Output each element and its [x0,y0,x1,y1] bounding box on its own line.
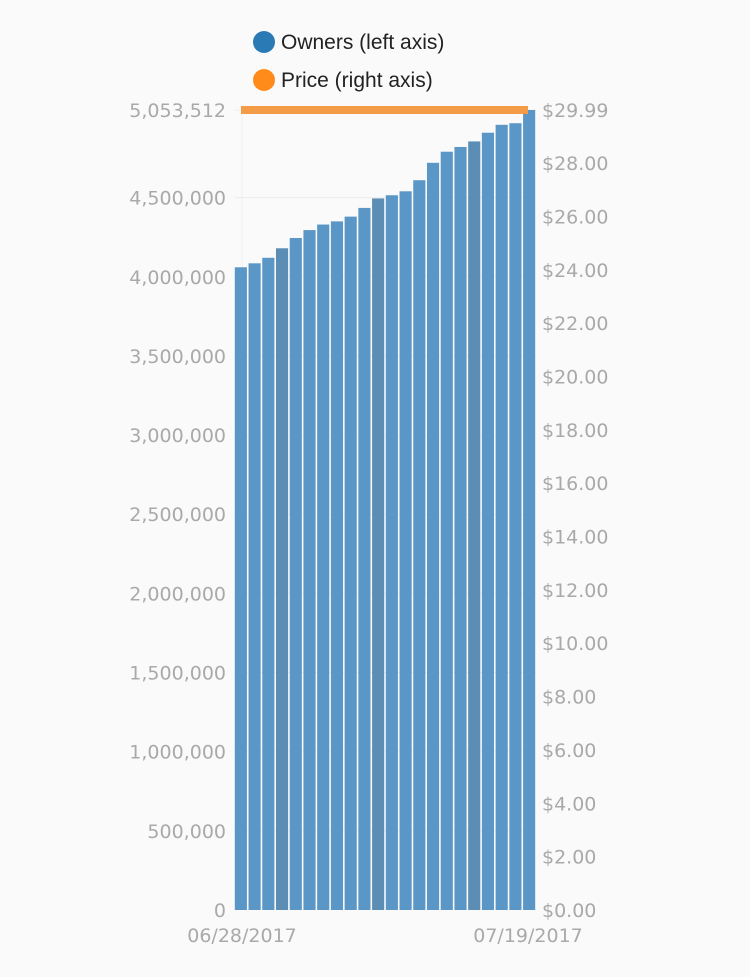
legend-marker-owners [253,31,275,53]
left-tick-label-6: 3,000,000 [129,425,226,447]
owners-bar-07/08/2017[interactable] [372,198,385,911]
right-tick-label-7: $14.00 [542,527,608,549]
owners-bar-07/19/2017[interactable] [523,110,536,910]
x-tick-label-first: 06/28/2017 [187,925,297,947]
owners-bar-07/06/2017[interactable] [344,216,357,910]
owners-bar-07/13/2017[interactable] [440,151,453,911]
left-tick-label-0: 0 [214,900,226,922]
right-tick-label-2: $4.00 [542,793,596,815]
left-tick-label-3: 1,500,000 [129,663,226,685]
left-tick-label-9: 4,500,000 [129,188,226,210]
owners-bar-07/11/2017[interactable] [413,180,426,910]
owners-bar-07/05/2017[interactable] [330,221,344,910]
left-tick-label-2: 1,000,000 [129,742,226,764]
legend-label-owners: Owners (left axis) [281,31,444,54]
owners-bar-06/30/2017[interactable] [262,257,275,910]
right-tick-label-10: $20.00 [542,366,608,388]
legend: Owners (left axis) Price (right axis) [253,31,444,92]
owners-bar-07/04/2017[interactable] [317,224,330,911]
owners-bar-07/18/2017[interactable] [509,123,522,911]
right-tick-label-1: $2.00 [542,847,596,869]
right-tick-label-14: $28.00 [542,153,608,175]
owners-bar-07/16/2017[interactable] [481,132,495,911]
right-tick-label-5: $10.00 [542,633,608,655]
left-tick-label-5: 2,500,000 [129,504,226,526]
left-tick-label-8: 4,000,000 [129,267,226,289]
owners-bar-06/28/2017[interactable] [234,267,247,910]
owners-bar-07/14/2017[interactable] [454,146,467,911]
right-axis: $0.00 $2.00 $4.00 $6.00 $8.00 $10.00 $12.00 $14… [542,100,608,922]
owners-bar-07/12/2017[interactable] [426,162,440,911]
legend-item-owners[interactable]: Owners (left axis) [253,31,444,54]
right-tick-label-15: $29.99 [542,100,608,122]
legend-item-price[interactable]: Price (right axis) [253,69,433,92]
owners-bar-07/03/2017[interactable] [303,230,316,910]
left-tick-label-1: 500,000 [147,821,226,843]
left-tick-label-10: 5,053,512 [129,100,226,122]
owners-bar-07/01/2017[interactable] [275,248,289,910]
right-tick-label-6: $12.00 [542,580,608,602]
left-tick-label-4: 2,000,000 [129,583,226,605]
right-tick-label-8: $16.00 [542,473,608,495]
right-tick-label-11: $22.00 [542,313,608,335]
right-tick-label-13: $26.00 [542,206,608,228]
owners-bar-07/07/2017[interactable] [358,207,371,910]
owners-bar-07/15/2017[interactable] [468,141,481,910]
owners-bar-07/02/2017[interactable] [289,237,302,911]
owners-bars [234,110,536,911]
right-tick-label-9: $18.00 [542,420,608,442]
owners-bar-07/10/2017[interactable] [399,191,412,911]
owners-bar-07/09/2017[interactable] [385,195,398,910]
legend-label-price: Price (right axis) [281,69,433,92]
right-tick-label-0: $0.00 [542,900,596,922]
x-axis: 06/28/2017 07/19/2017 [187,925,583,947]
owners-bar-07/17/2017[interactable] [495,124,508,911]
right-tick-label-12: $24.00 [542,260,608,282]
x-tick-label-last: 07/19/2017 [473,925,583,947]
right-tick-label-4: $8.00 [542,687,596,709]
right-tick-label-3: $6.00 [542,740,596,762]
left-tick-label-7: 3,500,000 [129,346,226,368]
owners-bar-06/29/2017[interactable] [248,263,261,910]
left-axis: 0 500,000 1,000,000 1,500,000 2,000,000 2,500… [129,100,226,922]
legend-marker-price [253,69,275,91]
